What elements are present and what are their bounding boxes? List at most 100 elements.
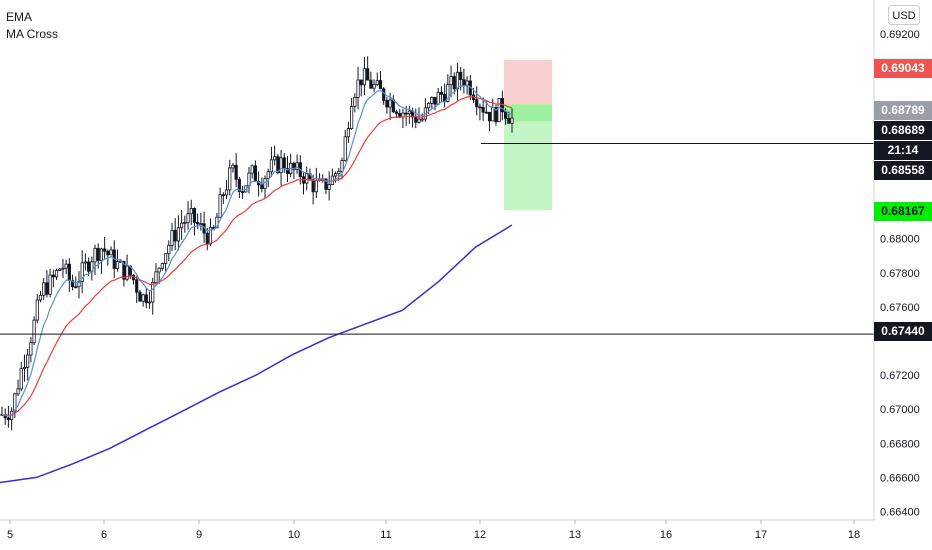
candle-body xyxy=(356,79,360,98)
candle-body xyxy=(106,250,110,256)
candle-body xyxy=(337,170,341,175)
candle-body xyxy=(128,265,132,276)
candle-body xyxy=(83,261,87,264)
candle-body xyxy=(237,178,241,192)
candle-body xyxy=(199,223,203,226)
candle-body xyxy=(48,274,52,295)
candle-body xyxy=(144,294,148,304)
candle-body xyxy=(167,244,171,255)
candle-body xyxy=(35,299,39,321)
candle-body xyxy=(430,96,434,104)
currency-button[interactable]: USD xyxy=(888,5,920,25)
candle-body xyxy=(115,261,120,269)
candle-body xyxy=(420,118,424,121)
candle-body xyxy=(80,262,84,283)
candle-body xyxy=(285,168,290,175)
candle-body xyxy=(282,157,286,169)
candle-body xyxy=(122,260,126,280)
candle-body xyxy=(295,162,299,170)
candle-body xyxy=(189,208,193,215)
candle-body xyxy=(61,267,65,270)
candle-body xyxy=(273,156,277,161)
candle-body xyxy=(240,191,245,193)
candle-body xyxy=(494,107,498,123)
candle-body xyxy=(305,173,309,184)
price-axis[interactable]: 0.69200 0.68000 0.67800 0.67600 0.67200 0.670… xyxy=(880,29,920,518)
candle-body xyxy=(311,179,315,193)
candle-body xyxy=(391,99,395,113)
candle-body xyxy=(414,116,418,123)
time-tick-label: 10 xyxy=(288,529,300,541)
long-ma-line xyxy=(0,224,513,484)
candle-body xyxy=(510,117,514,124)
candle-body xyxy=(433,96,437,105)
price-tick-label: 0.67000 xyxy=(880,404,920,416)
candle-body xyxy=(29,342,33,356)
candle-body xyxy=(135,279,139,293)
candle-body xyxy=(99,248,104,261)
candle-body xyxy=(263,178,267,189)
candle-body xyxy=(343,136,347,161)
current-price-badge: 0.68689 xyxy=(874,121,932,140)
price-tick-label: 0.66400 xyxy=(880,506,920,518)
time-tick-label: 16 xyxy=(660,529,672,541)
candle-body xyxy=(279,157,283,173)
candle-body xyxy=(74,286,78,289)
time-axis[interactable]: 5 6 9 10 11 12 13 16 17 18 xyxy=(7,520,860,541)
horizontal-line-badge: 0.67440 xyxy=(874,322,932,341)
candle-body xyxy=(481,106,485,113)
candle-body xyxy=(38,294,43,301)
candle-body xyxy=(353,96,357,107)
entry-badge: 0.68558 xyxy=(874,161,932,180)
indicator-label-ema[interactable]: EMA xyxy=(6,10,33,24)
price-tick-label: 0.68000 xyxy=(880,234,920,246)
candle-body xyxy=(22,366,27,369)
candle-body xyxy=(253,165,257,182)
candle-body xyxy=(462,79,466,87)
candle-body xyxy=(205,232,209,245)
candle-body xyxy=(176,227,181,242)
moving-avg-badge: 0.68789 xyxy=(874,101,932,120)
price-tick-label: 0.67600 xyxy=(880,302,920,314)
candle-body xyxy=(163,253,168,265)
time-tick-label: 6 xyxy=(101,529,107,541)
price-tick-label: 0.67200 xyxy=(880,370,920,382)
candle-body xyxy=(378,80,383,90)
time-tick-label: 5 xyxy=(7,529,13,541)
candle-body xyxy=(385,100,389,108)
candle-body xyxy=(19,368,23,390)
candle-body xyxy=(224,189,229,196)
time-tick-label: 18 xyxy=(848,529,860,541)
candle-body xyxy=(404,112,408,115)
candle-body xyxy=(138,291,142,302)
candle-body xyxy=(346,128,351,138)
candle-body xyxy=(484,111,488,114)
candle-body xyxy=(333,173,338,177)
stop-loss-zone[interactable] xyxy=(504,59,552,105)
time-tick-label: 17 xyxy=(755,529,767,541)
candle-body xyxy=(369,79,373,89)
candle-body xyxy=(26,354,30,368)
candle-body xyxy=(372,83,376,89)
candle-body xyxy=(54,270,59,278)
candle-body xyxy=(151,281,155,303)
price-tick-label: 0.66800 xyxy=(880,438,920,450)
slow-ema-line xyxy=(1,96,513,416)
candle-body xyxy=(407,110,411,115)
candle-body xyxy=(109,249,113,256)
price-tick-label: 0.67800 xyxy=(880,268,920,280)
candle-body xyxy=(93,247,97,263)
candle-body xyxy=(16,388,20,395)
indicator-label-ma-cross[interactable]: MA Cross xyxy=(6,27,59,41)
candle-body xyxy=(125,265,129,280)
candle-body xyxy=(439,91,444,95)
candle-body xyxy=(42,282,46,296)
candle-body xyxy=(491,107,495,122)
candle-body xyxy=(436,91,440,105)
fast-ema-line xyxy=(1,84,513,417)
candle-body xyxy=(221,194,225,197)
price-tick-label: 0.69200 xyxy=(880,29,920,41)
candle-body xyxy=(478,106,482,109)
candle-body xyxy=(154,271,158,283)
